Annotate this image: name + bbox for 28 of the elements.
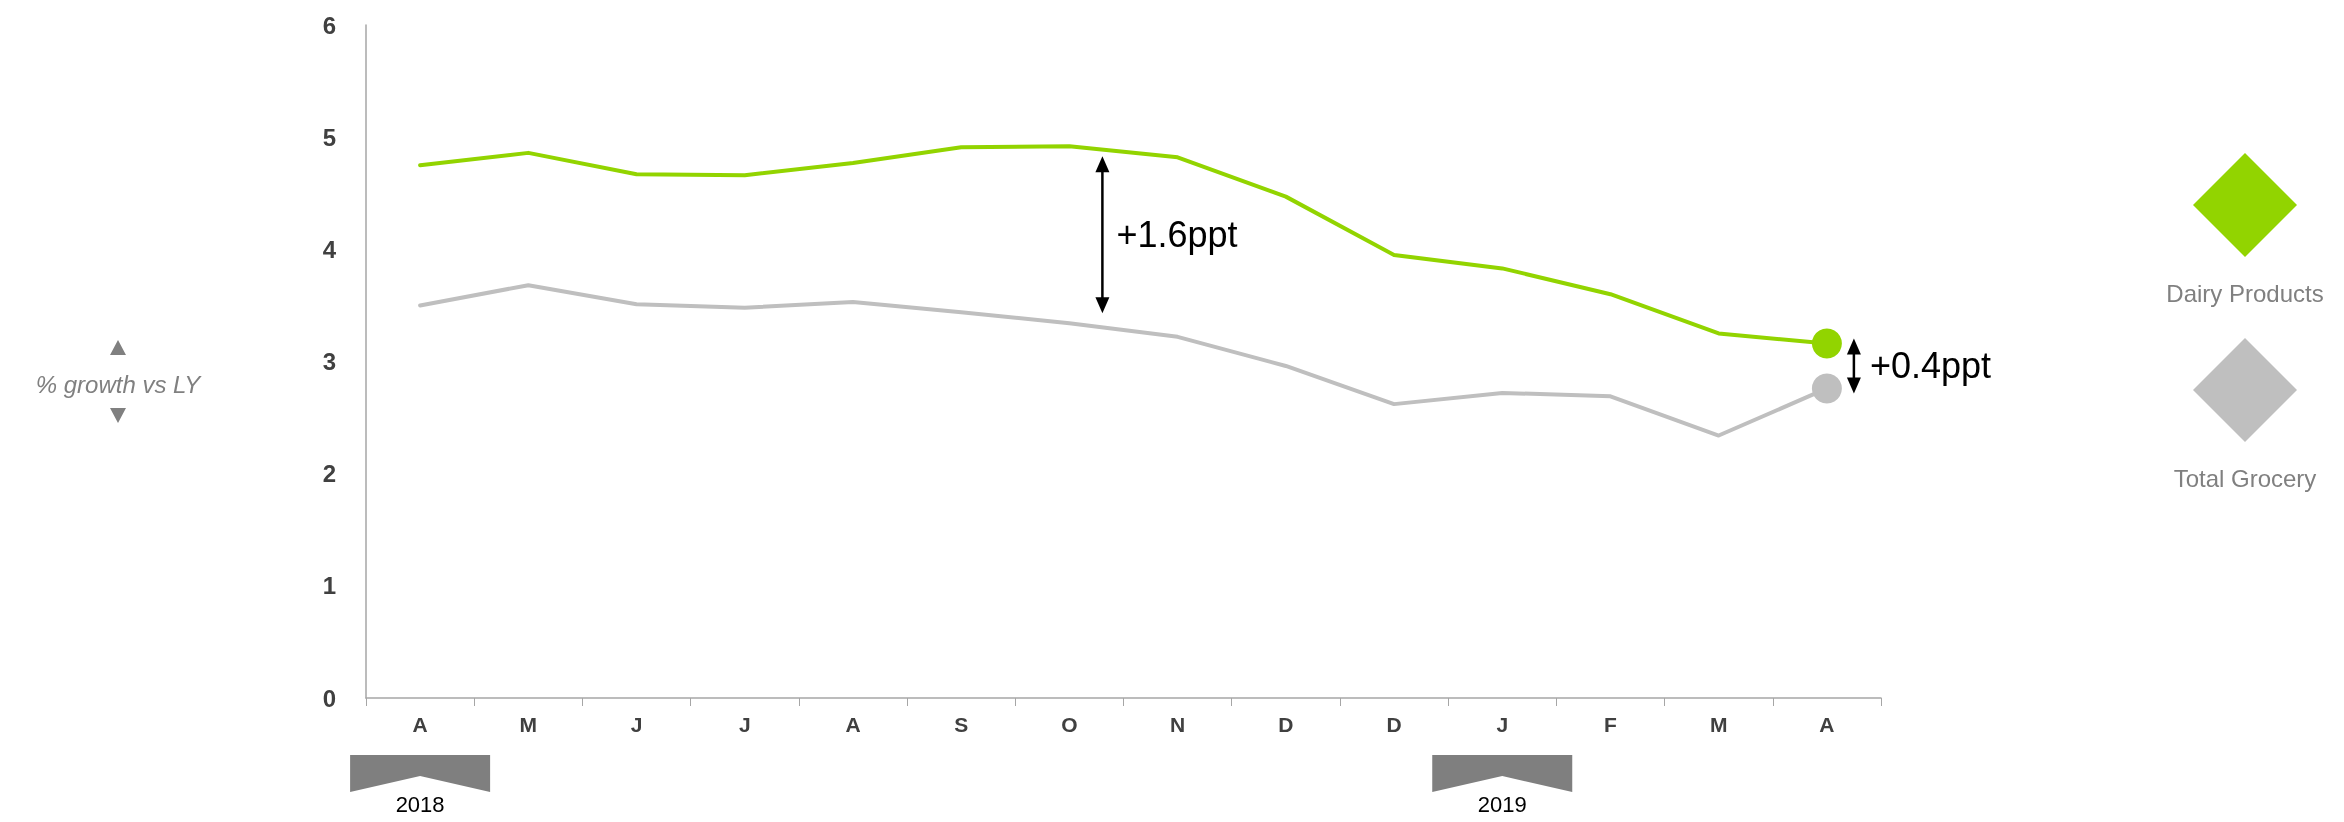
y-tick-label: 2 (322, 460, 336, 488)
text: % growth vs LY (35, 371, 203, 398)
x-tick-label: O (1061, 713, 1078, 736)
y-tick-label: 5 (322, 123, 336, 151)
annotation: +0.4ppt (1869, 344, 1992, 386)
y-tick-label: 4 (322, 235, 337, 263)
y-tick-label: 1 (322, 572, 336, 600)
text: Total Grocery (2173, 465, 2317, 492)
x-tick-label: D (1278, 713, 1294, 736)
text: 2018 (395, 792, 445, 817)
x-tick-label: M (519, 713, 538, 736)
x-tick-label: F (1604, 713, 1618, 736)
x-tick-label: A (845, 713, 861, 736)
text: 2019 (1477, 792, 1527, 817)
x-tick-label: J (1496, 713, 1509, 736)
text: Dairy Products (2166, 280, 2324, 307)
x-tick-label: D (1386, 713, 1402, 736)
x-tick-label: S (954, 713, 969, 736)
x-tick-label: A (1819, 713, 1835, 736)
x-tick-label: J (738, 713, 751, 736)
y-tick-label: 6 (322, 11, 336, 39)
x-tick-label: J (630, 713, 643, 736)
annotation: +1.6ppt (1116, 213, 1238, 255)
x-tick-label: A (412, 713, 428, 736)
y-tick-label: 3 (322, 348, 336, 375)
x-tick-label: M (1709, 713, 1728, 736)
y-tick-label: 0 (322, 684, 336, 712)
x-tick-label: N (1170, 713, 1186, 736)
